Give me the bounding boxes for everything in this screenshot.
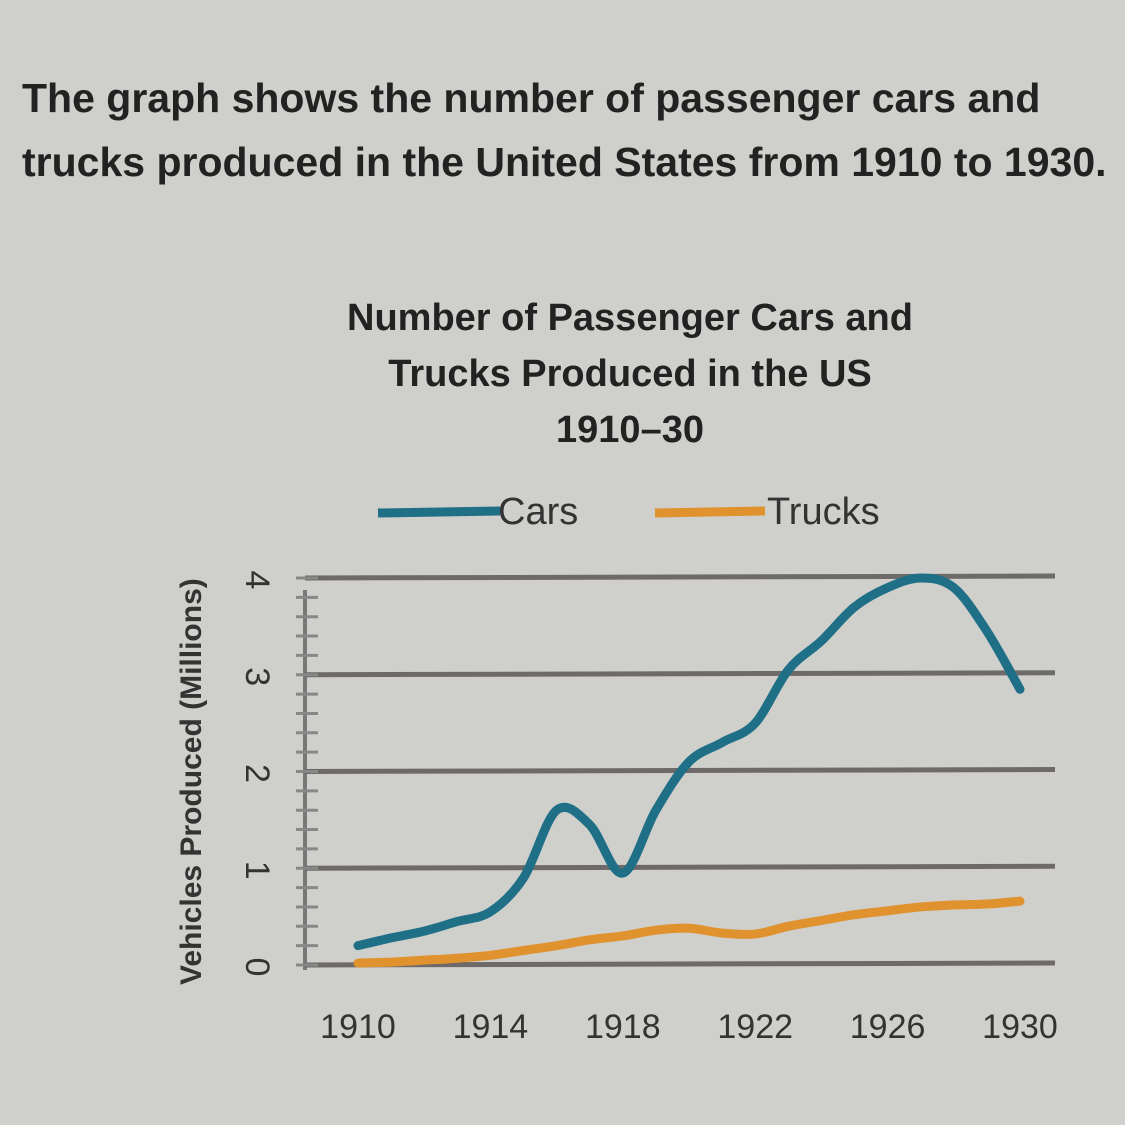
- chart-title-line-3: 1910–30: [556, 409, 704, 451]
- question-text: The graph shows the number of passenger …: [22, 75, 1107, 185]
- x-tick-label: 1926: [850, 1008, 926, 1046]
- gridline: [304, 863, 1056, 871]
- legend-label-cars: Cars: [498, 491, 578, 533]
- x-tick-label: 1910: [320, 1008, 396, 1046]
- x-tick-label: 1930: [982, 1008, 1058, 1046]
- legend-label-trucks: Trucks: [767, 491, 880, 533]
- y-tick-label: 0: [238, 958, 276, 977]
- x-tick-label: 1914: [453, 1008, 529, 1046]
- y-tick-label: 1: [238, 861, 276, 880]
- gridline: [304, 960, 1056, 968]
- legend-swatch-trucks: [654, 506, 766, 518]
- y-tick-label: 4: [238, 571, 276, 590]
- gridline: [304, 670, 1056, 678]
- chart-title-line-1: Number of Passenger Cars and: [347, 297, 913, 339]
- chart-title: Number of Passenger Cars and Trucks Prod…: [250, 290, 1010, 458]
- chart-title-line-2: Trucks Produced in the US: [388, 353, 872, 395]
- legend-swatch-cars: [377, 506, 501, 518]
- series-line-trucks: [353, 896, 1025, 968]
- y-tick-label: 3: [238, 667, 276, 686]
- x-tick-label: 1918: [585, 1008, 661, 1046]
- x-tick-label: 1922: [717, 1008, 793, 1046]
- y-tick-label: 2: [238, 764, 276, 783]
